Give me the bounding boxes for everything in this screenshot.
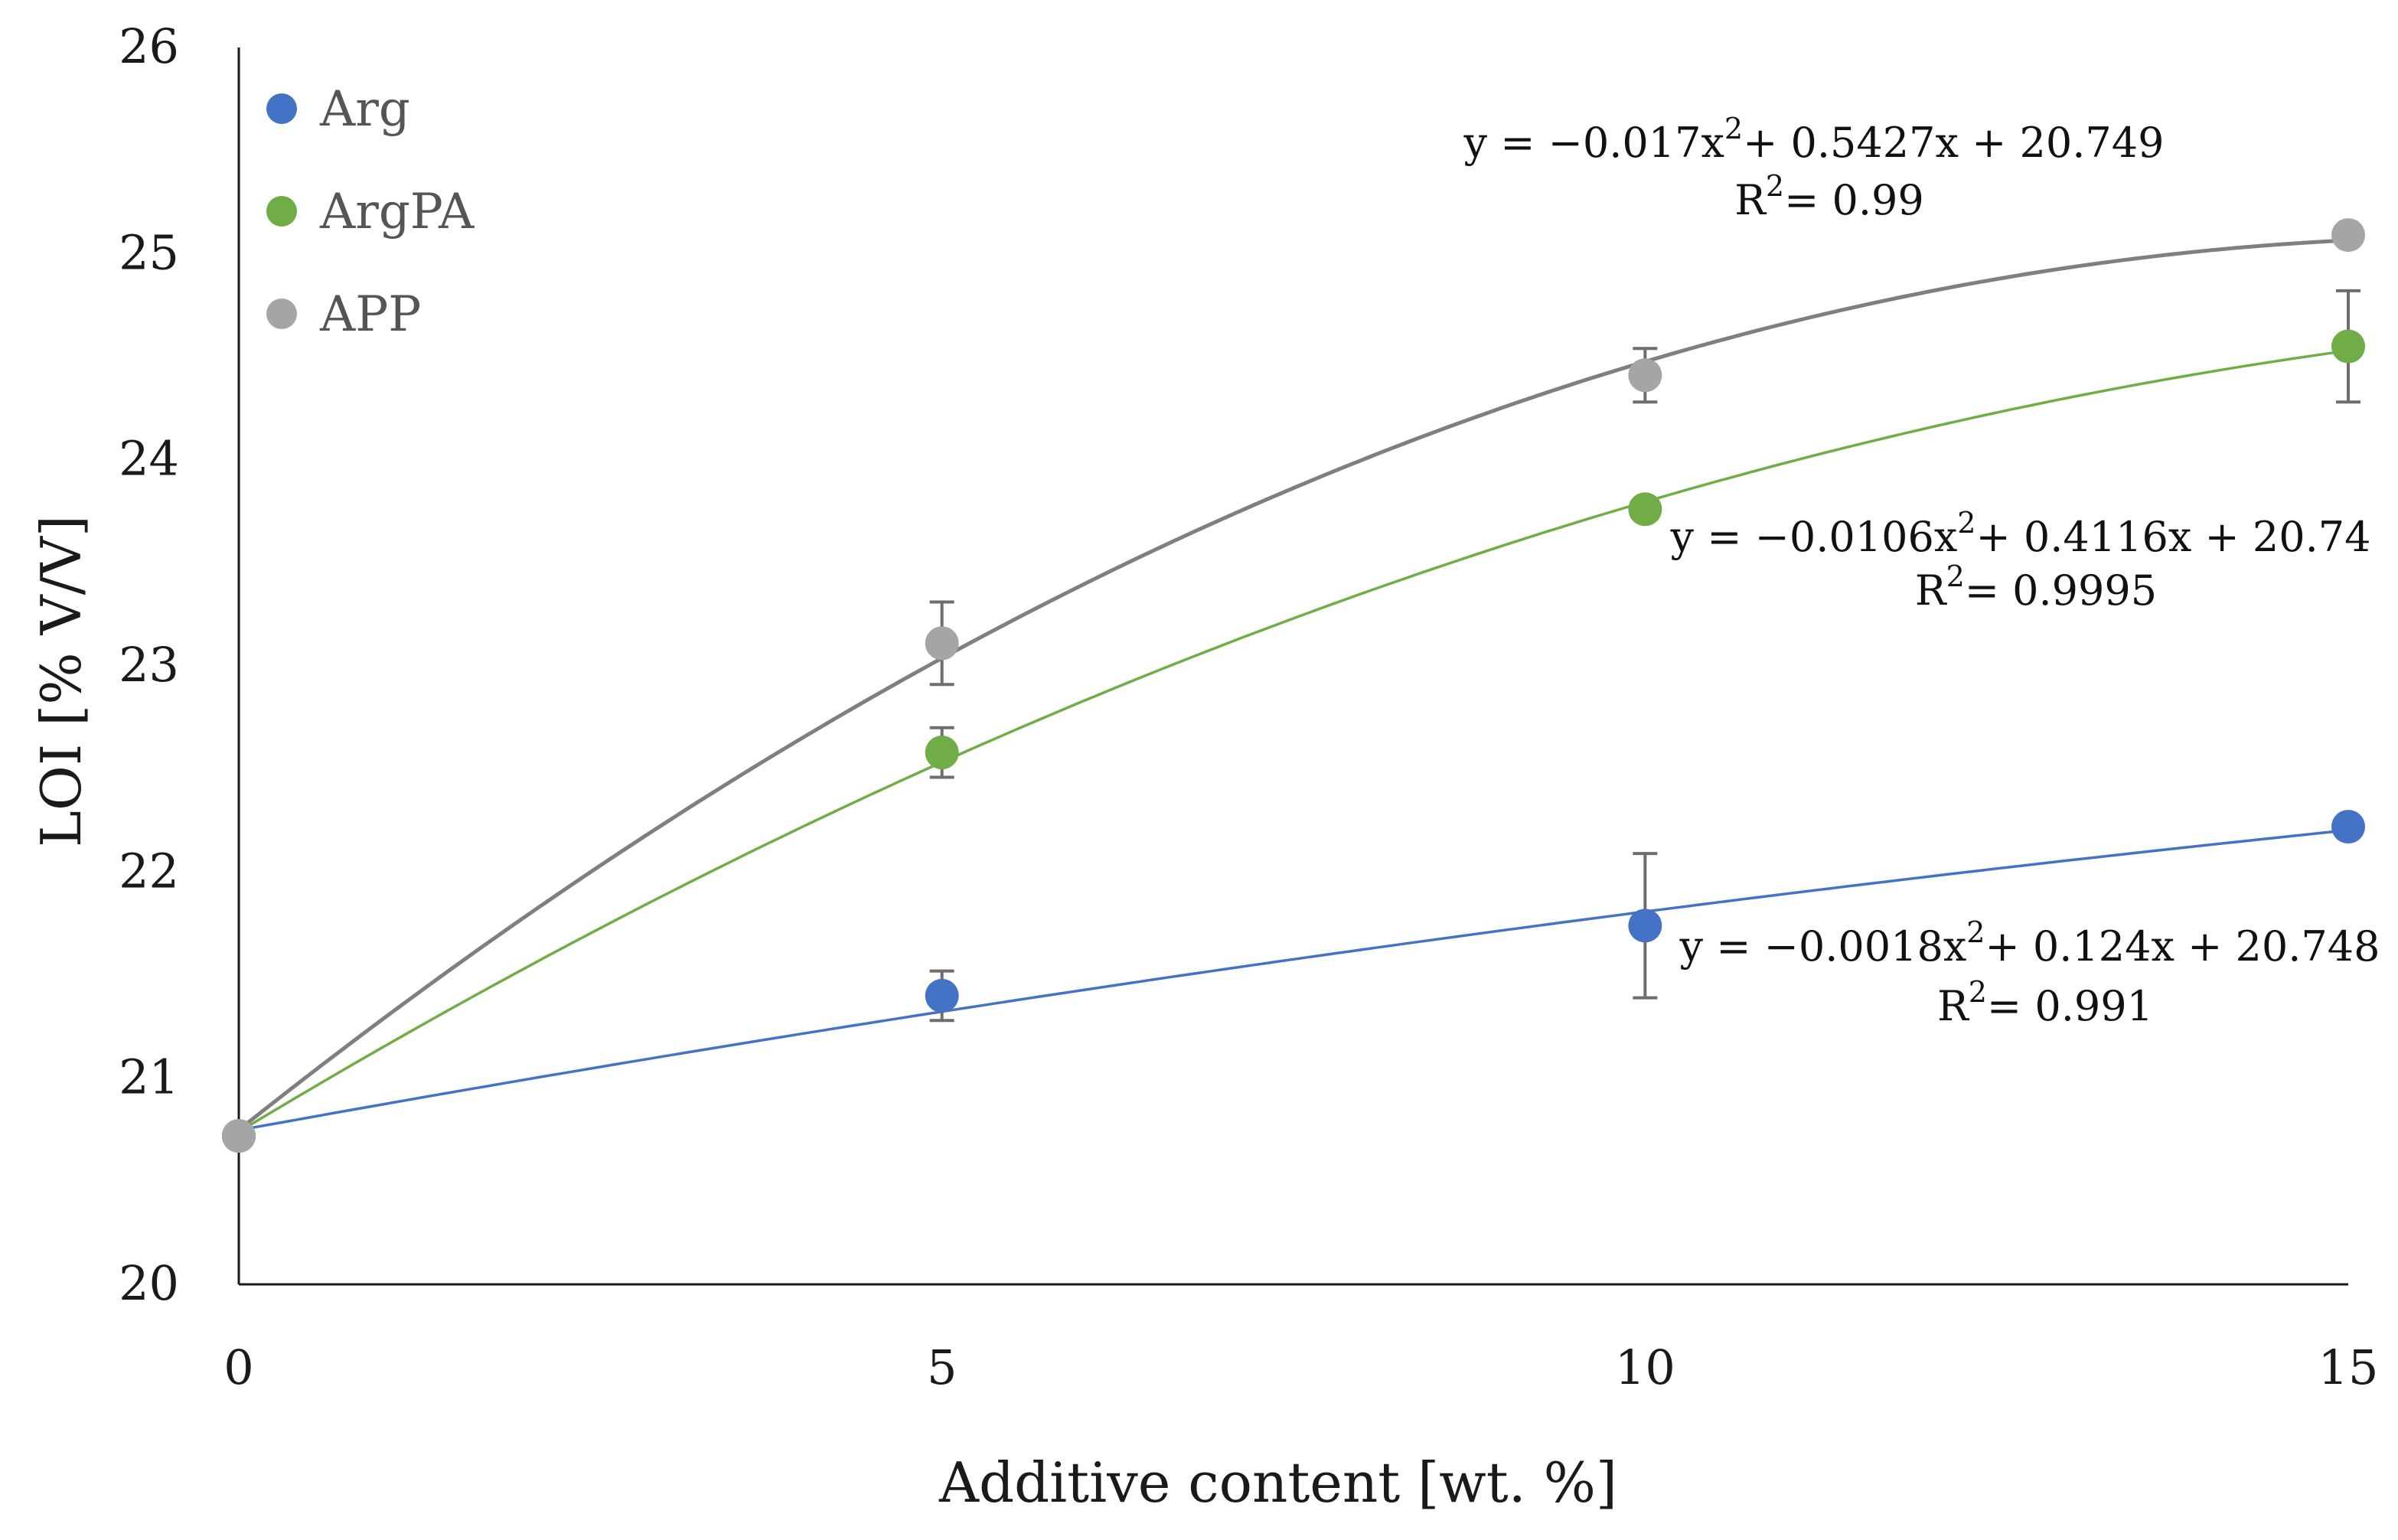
legend-label-app: APP	[319, 286, 421, 343]
y-tick-label: 20	[119, 1255, 179, 1311]
data-point-arg	[1628, 909, 1662, 943]
data-point-arg	[925, 978, 959, 1013]
fit-curves	[237, 238, 2349, 1134]
fit-curve-argpa	[238, 349, 2349, 1134]
data-points	[222, 218, 2365, 1153]
y-tick-label: 26	[119, 18, 179, 74]
equation-argpa: y = −0.0106x2+ 0.4116x + 20.74	[1670, 506, 2371, 561]
legend-label-argpa: ArgPA	[319, 184, 475, 240]
legend: Arg ArgPA APP	[266, 81, 475, 343]
data-point-app	[222, 1119, 256, 1153]
legend-label-arg: Arg	[319, 81, 410, 138]
x-tick-label: 10	[1615, 1339, 1675, 1395]
legend-marker-app	[266, 299, 297, 329]
y-axis-title: LOI [% V/V]	[29, 515, 93, 847]
x-axis-title: Additive content [wt. %]	[938, 1450, 1617, 1515]
axes-layer: 20 21 22 23 24 25 26 0 5 10 15 Additive content [wt…	[29, 18, 2378, 1515]
x-tick-label: 0	[223, 1339, 253, 1395]
x-tick-label: 15	[2318, 1339, 2379, 1395]
data-point-argpa	[1628, 492, 1662, 527]
y-tick-label: 24	[119, 431, 179, 487]
r-squared-argpa: R2= 0.9995	[1915, 560, 2157, 615]
legend-marker-argpa	[266, 196, 297, 227]
data-point-argpa	[2331, 329, 2365, 364]
y-tick-label: 25	[119, 224, 179, 280]
y-tick-label: 21	[119, 1049, 179, 1105]
y-tick-label: 23	[119, 637, 179, 693]
fit-curve-app	[237, 238, 2349, 1132]
data-point-argpa	[925, 736, 959, 770]
r-squared-app: R2= 0.99	[1734, 169, 1924, 224]
legend-marker-arg	[266, 93, 297, 124]
equation-arg: y = −0.0018x2+ 0.124x + 20.748	[1679, 915, 2380, 971]
data-point-app	[1628, 358, 1662, 393]
equation-app: y = −0.017x2+ 0.5427x + 20.749	[1463, 112, 2165, 167]
fit-curve-arg	[238, 828, 2349, 1132]
y-tick-label: 22	[119, 843, 179, 899]
r-squared-arg: R2= 0.991	[1937, 975, 2153, 1030]
data-point-app	[2331, 218, 2365, 253]
x-tick-label: 5	[927, 1339, 957, 1395]
data-point-arg	[2331, 810, 2365, 844]
data-point-app	[925, 626, 959, 661]
